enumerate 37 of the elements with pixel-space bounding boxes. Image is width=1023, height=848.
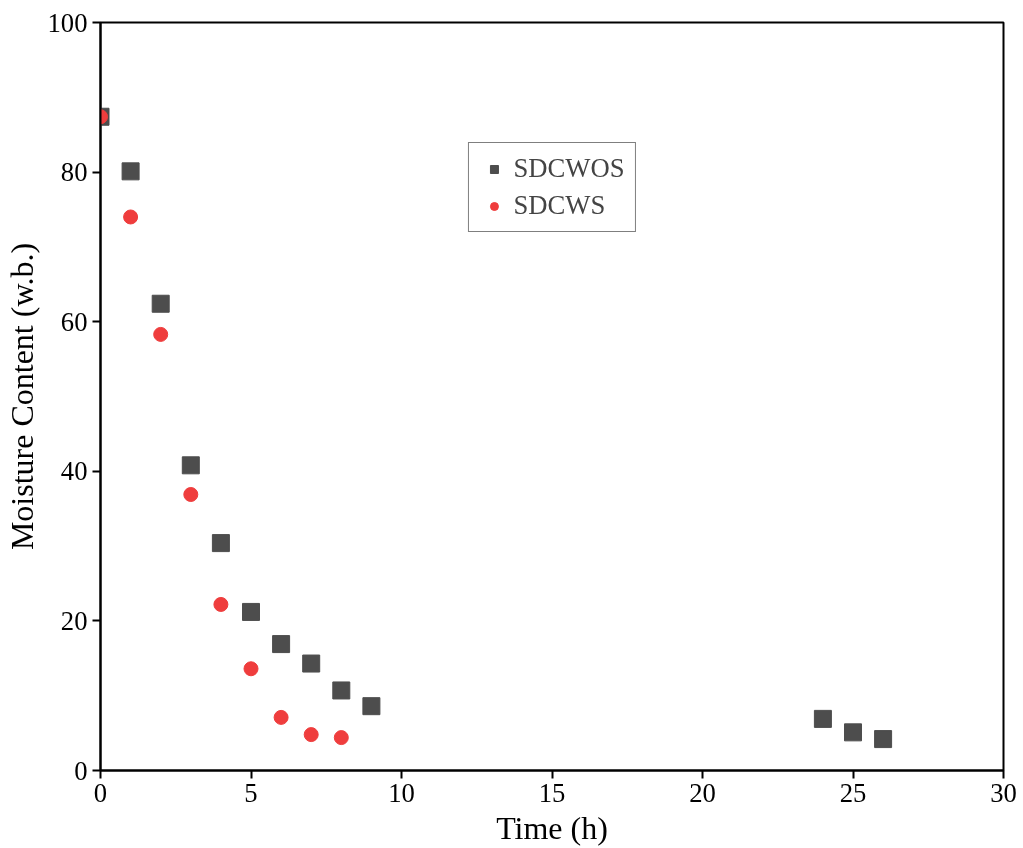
x-tick-label: 20 xyxy=(689,777,716,808)
point xyxy=(153,326,169,342)
point xyxy=(123,209,139,225)
point xyxy=(332,681,351,700)
point xyxy=(273,709,289,725)
point xyxy=(151,294,170,313)
point xyxy=(213,596,229,612)
y-tick-label: 20 xyxy=(60,605,88,636)
legend-label: SDCWS xyxy=(513,190,606,221)
x-tick-label: 5 xyxy=(244,777,258,808)
x-tick-label: 25 xyxy=(839,777,867,808)
point xyxy=(844,723,862,742)
point xyxy=(813,709,832,728)
y-tick-label: 0 xyxy=(74,755,88,786)
y-tick-label: 60 xyxy=(60,306,88,337)
point xyxy=(121,162,140,181)
y-tick-label: 100 xyxy=(47,7,88,38)
point xyxy=(183,487,199,502)
point xyxy=(272,635,291,654)
y-tick-label: 80 xyxy=(60,157,88,188)
point xyxy=(874,730,893,749)
point xyxy=(211,534,230,553)
x-axis-title: Time (h) xyxy=(496,809,608,846)
legend-label: SDCWOS xyxy=(513,153,625,184)
y-tick-label: 40 xyxy=(60,456,88,487)
point xyxy=(333,730,349,746)
x-tick-label: 0 xyxy=(93,777,108,808)
point xyxy=(303,727,319,743)
point xyxy=(243,661,259,677)
x-tick-label: 15 xyxy=(538,777,566,808)
x-tick-label: 10 xyxy=(388,777,415,808)
point xyxy=(242,602,260,621)
x-tick-label: 30 xyxy=(990,777,1017,808)
point xyxy=(181,456,200,475)
point xyxy=(302,654,321,673)
point xyxy=(362,697,381,716)
y-axis-title: Moisture Content (w.b.) xyxy=(3,242,40,551)
